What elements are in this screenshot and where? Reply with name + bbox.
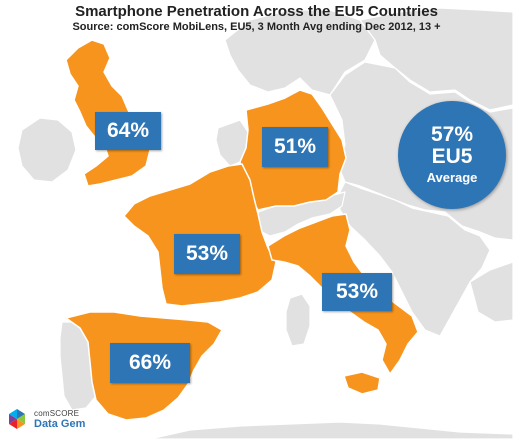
label-italy: 53% (322, 273, 392, 311)
label-france: 53% (174, 234, 240, 274)
average-region: EU5 (431, 145, 473, 168)
land-sardinia (285, 293, 311, 347)
eu5-average-badge: 57% EU5 Average (398, 101, 506, 209)
label-germany: 51% (262, 127, 328, 167)
chart-source: Source: comScore MobiLens, EU5, 3 Month … (72, 21, 441, 33)
brand-name: comSCORE (34, 409, 80, 418)
land-ireland (17, 117, 77, 183)
comscore-mark-icon (9, 409, 25, 429)
average-value: 57% (430, 123, 474, 146)
average-caption: Average (426, 170, 478, 185)
land-balkans (337, 181, 491, 337)
land-north-east (359, 7, 513, 111)
country-italy-sicily (343, 371, 381, 395)
brand-product: Data Gem (34, 418, 86, 430)
land-anatolia (469, 261, 513, 323)
label-uk: 64% (95, 112, 161, 150)
label-spain: 66% (110, 343, 190, 383)
chart-title: Smartphone Penetration Across the EU5 Co… (75, 3, 438, 20)
land-north-africa (149, 421, 513, 439)
